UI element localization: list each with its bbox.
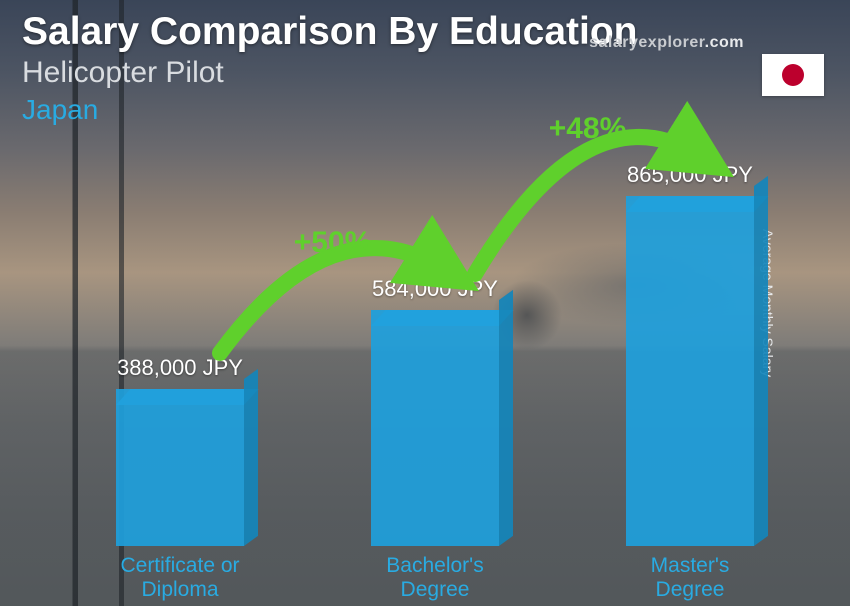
delta-arrows: +50%+48% — [0, 155, 850, 606]
watermark-text: salaryexplorer — [589, 34, 705, 51]
bar-chart: 388,000 JPY Certificate orDiploma 584,00… — [0, 155, 810, 606]
delta-label: +50% — [294, 226, 372, 259]
delta-arrow — [220, 248, 445, 353]
chart-country: Japan — [22, 94, 828, 126]
header: Salary Comparison By Education Helicopte… — [22, 10, 828, 126]
watermark: salaryexplorer.com — [589, 34, 744, 52]
watermark-suffix: .com — [705, 34, 744, 51]
flag-circle — [782, 64, 804, 86]
japan-flag-icon — [762, 54, 824, 96]
chart-subtitle: Helicopter Pilot — [22, 56, 828, 90]
delta-arrow — [475, 137, 700, 274]
delta-label: +48% — [549, 112, 627, 145]
